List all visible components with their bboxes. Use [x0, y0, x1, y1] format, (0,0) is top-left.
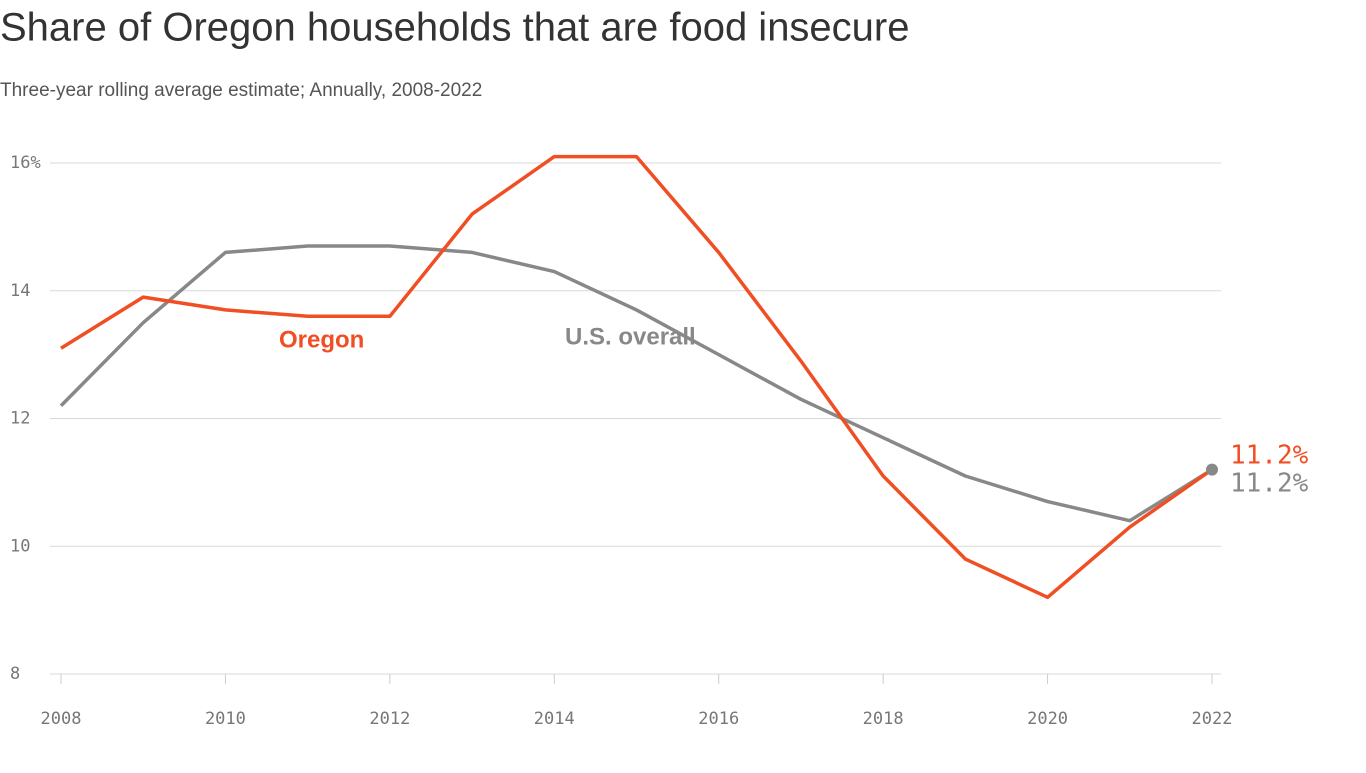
y-tick-label: 12 — [10, 409, 30, 429]
x-tick-label: 2018 — [863, 709, 904, 729]
y-tick-label: 14 — [10, 281, 30, 301]
x-tick-label: 2012 — [369, 709, 410, 729]
series-label: Oregon — [279, 326, 364, 353]
x-tick-label: 2008 — [41, 709, 82, 729]
x-tick-label: 2016 — [698, 709, 739, 729]
x-tick-label: 2014 — [534, 709, 575, 729]
end-label: 11.2% — [1230, 441, 1309, 471]
chart-subtitle: Three-year rolling average estimate; Ann… — [0, 80, 482, 101]
x-tick-label: 2022 — [1192, 709, 1233, 729]
end-label: 11.2% — [1230, 469, 1309, 499]
chart-title: Share of Oregon households that are food… — [0, 6, 910, 50]
end-dot — [1206, 463, 1218, 476]
y-tick-label: 16% — [10, 153, 41, 173]
y-tick-label: 8 — [10, 664, 20, 684]
series-line — [60, 154, 1214, 600]
x-tick-label: 2010 — [205, 709, 246, 729]
series-label: U.S. overall — [565, 323, 696, 350]
x-tick-label: 2020 — [1027, 709, 1068, 729]
y-tick-label: 10 — [10, 536, 30, 556]
series-line — [59, 244, 1213, 523]
